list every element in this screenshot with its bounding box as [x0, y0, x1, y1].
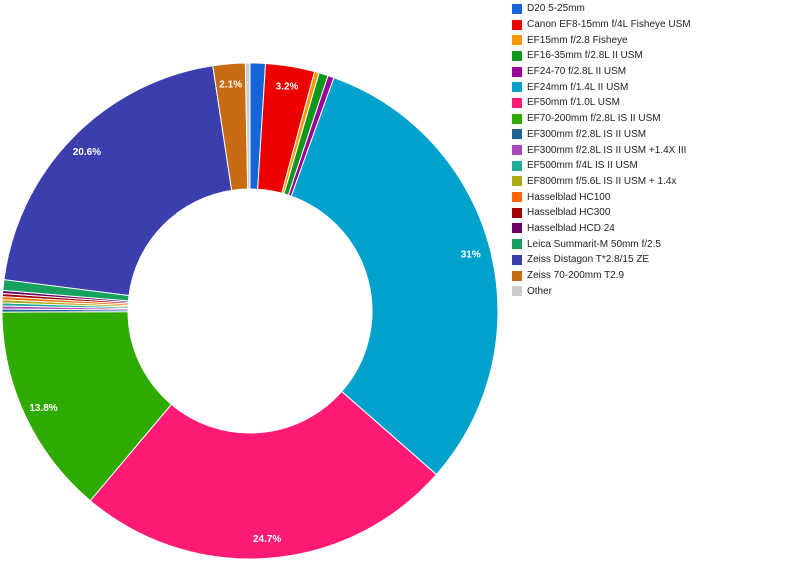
legend-label: Hasselblad HCD 24 — [527, 222, 615, 234]
legend-item-ef300mm-f-2-8l-is-ii-usm-1-4x-iii[interactable]: EF300mm f/2.8L IS II USM +1.4X III — [512, 142, 798, 158]
legend-swatch — [512, 270, 522, 281]
legend-swatch — [512, 19, 522, 30]
legend-swatch — [512, 286, 522, 297]
legend-swatch — [512, 207, 522, 218]
legend-swatch — [512, 129, 522, 140]
legend-label: EF24mm f/1.4L II USM — [527, 81, 629, 93]
legend-item-ef300mm-f-2-8l-is-ii-usm[interactable]: EF300mm f/2.8L IS II USM — [512, 127, 798, 143]
data-labels-group: 3.2% 31% 24.7% 13.8% 20.6% 2.1% — [29, 79, 481, 545]
legend-item-ef70-200mm-f-2-8l-is-ii-usm[interactable]: EF70-200mm f/2.8L IS II USM — [512, 111, 798, 127]
legend-item-ef15mm-f-2-8-fisheye[interactable]: EF15mm f/2.8 Fisheye — [512, 32, 798, 48]
slice-other[interactable] — [244, 62, 251, 190]
legend-label: D20 5-25mm — [527, 3, 585, 15]
legend-label: EF50mm f/1.0L USM — [527, 97, 620, 109]
legend-label: Other — [527, 285, 553, 297]
legend-item-d20-5-25mm[interactable]: D20 5-25mm — [512, 1, 798, 17]
legend-label: EF800mm f/5.6L IS II USM + 1.4x — [527, 175, 677, 187]
legend-item-ef50mm-f-1-0l-usm[interactable]: EF50mm f/1.0L USM — [512, 95, 798, 111]
legend-swatch — [512, 66, 522, 77]
slices-group — [1, 62, 499, 560]
legend-item-canon-ef8-15mm-f-4l-fisheye-usm[interactable]: Canon EF8-15mm f/4L Fisheye USM — [512, 17, 798, 33]
legend-item-ef16-35mm-f-2-8l-ii-usm[interactable]: EF16-35mm f/2.8L II USM — [512, 48, 798, 64]
legend-item-ef500mm-f-4l-is-ii-usm[interactable]: EF500mm f/4L IS II USM — [512, 158, 798, 174]
legend-item-ef800mm-f-5-6l-is-ii-usm-1-4x[interactable]: EF800mm f/5.6L IS II USM + 1.4x — [512, 174, 798, 190]
legend-swatch — [512, 239, 522, 250]
data-label-ef50mm-f-1-0l-usm: 24.7% — [253, 534, 281, 545]
legend-item-ef24-70-f-2-8l-ii-usm[interactable]: EF24-70 f/2.8L II USM — [512, 64, 798, 80]
legend-label: EF300mm f/2.8L IS II USM — [527, 128, 647, 140]
slice-ef24mm-f-1-4l-ii-usm[interactable] — [290, 76, 499, 476]
legend-swatch — [512, 254, 522, 265]
legend-label: Zeiss 70-200mm T2.9 — [527, 270, 625, 282]
legend-item-hasselblad-hc100[interactable]: Hasselblad HC100 — [512, 189, 798, 205]
legend-swatch — [512, 35, 522, 46]
legend-item-hasselblad-hc300[interactable]: Hasselblad HC300 — [512, 205, 798, 221]
legend-swatch — [512, 82, 522, 93]
slice-ef50mm-f-1-0l-usm[interactable] — [89, 390, 438, 560]
slice-ef70-200mm-f-2-8l-is-ii-usm[interactable] — [1, 311, 173, 502]
data-label-zeiss-70-200mm-t2-9: 2.1% — [219, 79, 242, 90]
legend-label: Hasselblad HC300 — [527, 207, 611, 219]
legend-item-other[interactable]: Other — [512, 283, 798, 299]
legend-label: EF15mm f/2.8 Fisheye — [527, 34, 628, 46]
legend-label: EF16-35mm f/2.8L II USM — [527, 50, 643, 62]
legend-label: Canon EF8-15mm f/4L Fisheye USM — [527, 19, 691, 31]
legend: D20 5-25mm Canon EF8-15mm f/4L Fisheye US… — [512, 1, 798, 299]
legend-label: EF300mm f/2.8L IS II USM +1.4X III — [527, 144, 687, 156]
legend-swatch — [512, 145, 522, 156]
legend-swatch — [512, 97, 522, 108]
legend-swatch — [512, 113, 522, 124]
legend-label: EF70-200mm f/2.8L IS II USM — [527, 113, 661, 125]
data-label-zeiss-distagon-t-2-8-15-ze: 20.6% — [73, 147, 101, 158]
legend-label: Zeiss Distagon T*2.8/15 ZE — [527, 254, 650, 266]
legend-swatch — [512, 3, 522, 14]
legend-item-zeiss-70-200mm-t2-9[interactable]: Zeiss 70-200mm T2.9 — [512, 268, 798, 284]
data-label-ef24mm-f-1-4l-ii-usm: 31% — [461, 250, 481, 261]
legend-label: EF24-70 f/2.8L II USM — [527, 66, 627, 78]
legend-swatch — [512, 223, 522, 234]
data-label-canon-ef8-15mm-f-4l-fisheye-usm: 3.2% — [276, 82, 299, 93]
legend-swatch — [512, 160, 522, 171]
slice-zeiss-distagon-t-2-8-15-ze[interactable] — [3, 65, 233, 297]
legend-swatch — [512, 192, 522, 203]
legend-label: EF500mm f/4L IS II USM — [527, 160, 638, 172]
data-label-ef70-200mm-f-2-8l-is-ii-usm: 13.8% — [29, 403, 57, 414]
legend-item-ef24mm-f-1-4l-ii-usm[interactable]: EF24mm f/1.4L II USM — [512, 79, 798, 95]
legend-item-hasselblad-hcd-24[interactable]: Hasselblad HCD 24 — [512, 221, 798, 237]
legend-item-zeiss-distagon-t-2-8-15-ze[interactable]: Zeiss Distagon T*2.8/15 ZE — [512, 252, 798, 268]
legend-swatch — [512, 176, 522, 187]
legend-label: Hasselblad HC100 — [527, 191, 611, 203]
legend-item-leica-summarit-m-50mm-f-2-5[interactable]: Leica Summarit-M 50mm f/2.5 — [512, 236, 798, 252]
legend-swatch — [512, 50, 522, 61]
legend-label: Leica Summarit-M 50mm f/2.5 — [527, 238, 661, 250]
